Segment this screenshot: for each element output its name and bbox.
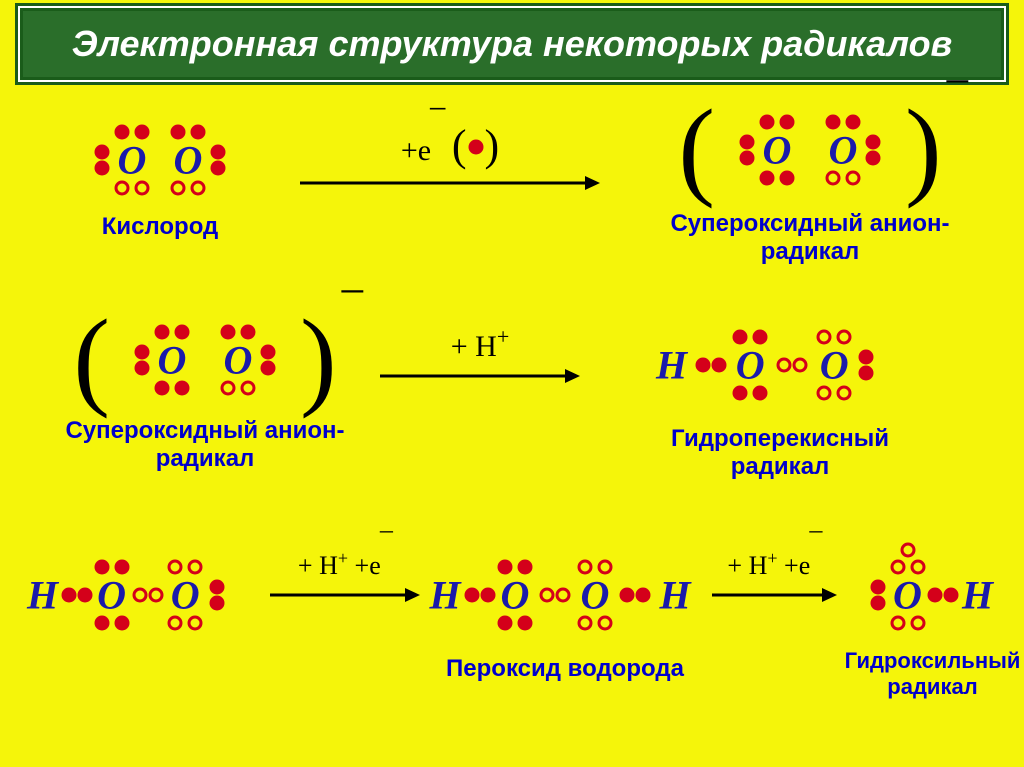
caption-hydroxyl: Гидроксильный радикал [845,648,1021,700]
arrow-3b: + Н+ +е‾ [712,545,837,605]
arrow2-label: + Н+ [451,330,510,364]
arrow3a-label: + Н+ +е‾ [298,545,392,583]
molecule-hoo-row3: НОО [15,545,275,640]
paren-close-2: ) [300,313,337,403]
arrow-3a: + Н+ +е‾ [270,545,420,605]
arrow3b-label: + Н+ +е‾ [727,545,821,583]
charge-minus-2: ‾ [343,285,362,349]
caption-oxygen: Кислород [102,213,219,241]
molecule-superoxide-2: ( ОО ) ‾ Супероксидный анион- радикал [55,310,355,473]
paren-open: ( [678,103,715,193]
molecule-superoxide: ( ОО ) ‾ Супероксидный анион-радикал [640,100,980,266]
caption-superoxide: Супероксидный анион-радикал [640,210,980,266]
arrow-1: +е‾ () [300,120,600,193]
caption-hydroperoxyl: Гидроперекисный радикал [620,425,940,481]
title-bar: Электронная структура некоторых радикало… [20,8,1004,80]
molecule-oxygen: ОО Кислород [60,110,260,241]
arrow-2: + Н+ [380,330,580,386]
molecule-peroxide: НООН Пероксид водорода [420,545,710,683]
molecule-hydroperoxyl: НОО Гидроперекисный радикал [620,315,940,481]
paren-close: ) [905,103,942,193]
caption-peroxide: Пероксид водорода [446,655,684,683]
page-title: Электронная структура некоторых радикало… [72,23,953,64]
molecule-hydroxyl: ОН Гидроксильный радикал [845,540,1020,700]
paren-open-2: ( [73,313,110,403]
arrow1-label: +е‾ () [401,120,499,171]
charge-minus: ‾ [948,75,967,139]
caption-superoxide-2: Супероксидный анион- радикал [65,417,344,473]
